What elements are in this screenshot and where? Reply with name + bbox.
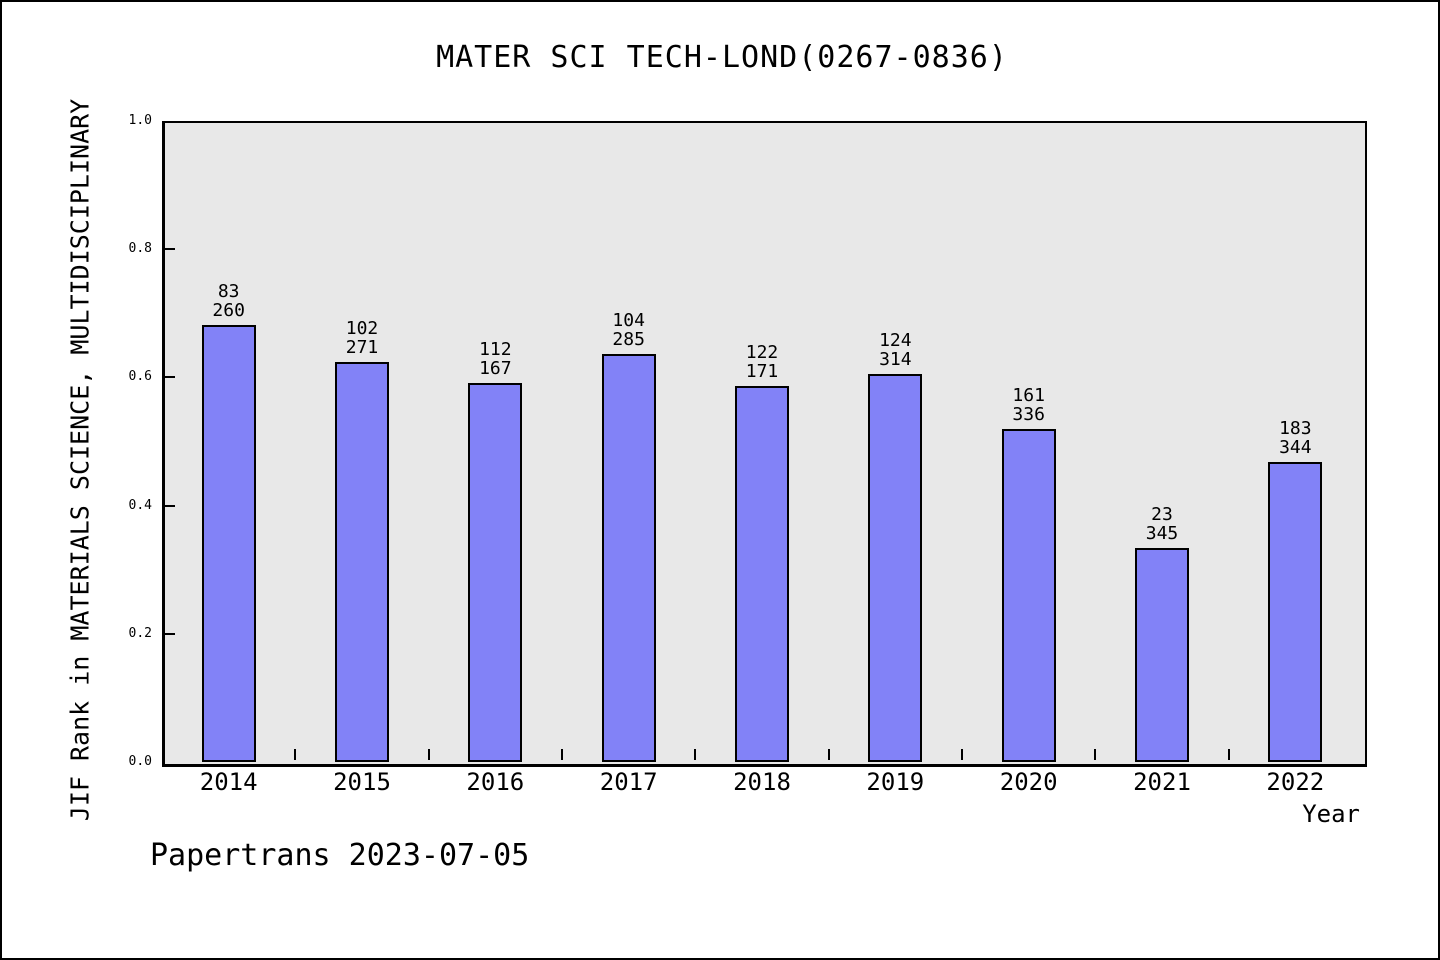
x-tick-mark [294, 749, 297, 760]
x-tick-label-2015: 2015 [333, 768, 391, 796]
bar-2016 [468, 382, 523, 762]
bar-2022 [1268, 462, 1323, 762]
y-tick-label-0.8: 0.8 [128, 241, 152, 257]
footer-watermark: Papertrans 2023-07-05 [150, 838, 530, 873]
x-tick-mark [1094, 749, 1097, 760]
y-tick-label-0.0: 0.0 [128, 754, 152, 769]
y-axis-title: JIF Rank in MATERIALS SCIENCE, MULTIDISC… [65, 98, 95, 822]
bar-value-label: 112 167 [479, 338, 512, 379]
bar-value-label: 183 344 [1279, 418, 1312, 458]
bar-2014 [201, 325, 256, 762]
x-tick-label-2020: 2020 [999, 768, 1058, 796]
bar-value-label: 104 285 [612, 309, 645, 350]
y-tick-label-0.6: 0.6 [128, 369, 152, 385]
x-tick-mark [694, 749, 697, 760]
bar-value-label: 83 260 [212, 281, 245, 322]
y-tick-label-1.0: 1.0 [128, 113, 152, 128]
x-tick-mark [561, 749, 563, 760]
x-tick-label-2016: 2016 [466, 768, 525, 796]
y-tick-label-0.2: 0.2 [128, 625, 152, 641]
bar-2020 [1001, 428, 1056, 762]
bar-2021 [1135, 547, 1189, 762]
bar-2015 [335, 362, 389, 762]
chart-title: MATER SCI TECH-LOND(0267-0836) [436, 40, 1008, 75]
x-tick-label-2019: 2019 [866, 768, 925, 796]
x-tick-label-2022: 2022 [1266, 768, 1325, 796]
bar-value-label: 124 314 [879, 329, 912, 370]
y-tick-label-0.4: 0.4 [128, 497, 152, 513]
x-tick-mark [961, 749, 963, 760]
bar-value-label: 161 336 [1012, 384, 1045, 425]
x-tick-mark [1227, 749, 1230, 760]
x-tick-label-2018: 2018 [733, 768, 791, 796]
x-tick-label-2017: 2017 [599, 768, 658, 796]
y-tick-mark [165, 632, 175, 635]
x-tick-mark [427, 749, 430, 760]
x-tick-label-2021: 2021 [1133, 768, 1191, 796]
x-tick-mark [827, 749, 830, 760]
y-tick-mark [165, 504, 175, 507]
x-tick-label-2014: 2014 [199, 768, 258, 796]
bar-value-label: 122 171 [745, 342, 779, 383]
x-axis-title: Year [1302, 800, 1360, 828]
bar-value-label: 23 345 [1145, 503, 1179, 544]
bar-2019 [868, 373, 923, 762]
y-tick-mark [165, 376, 175, 379]
bar-2018 [735, 386, 789, 762]
bar-value-label: 102 271 [345, 318, 379, 359]
y-tick-mark [165, 248, 175, 251]
bar-2017 [601, 353, 656, 762]
